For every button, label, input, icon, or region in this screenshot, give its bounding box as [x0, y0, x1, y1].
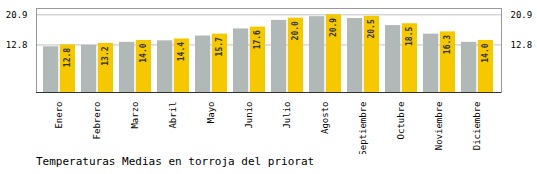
- svg-text:Noviembre: Noviembre: [434, 102, 444, 151]
- svg-text:20.9: 20.9: [6, 10, 28, 20]
- svg-text:Enero: Enero: [54, 102, 64, 129]
- svg-text:Diciembre: Diciembre: [472, 102, 482, 151]
- html-text:Temperaturas Medias en torroja: Temperaturas Medias en torroja del prior…: [36, 155, 315, 168]
- svg-text:14.0: 14.0: [139, 43, 148, 62]
- svg-text:Agosto: Agosto: [320, 102, 330, 135]
- svg-text:20.0: 20.0: [291, 21, 300, 40]
- svg-text:13.2: 13.2: [101, 46, 110, 65]
- svg-text:20.9: 20.9: [329, 18, 338, 37]
- svg-text:14.4: 14.4: [177, 42, 186, 61]
- svg-text:Septiembre: Septiembre: [358, 102, 368, 155]
- svg-text:12.8: 12.8: [511, 40, 533, 50]
- svg-text:Junio: Junio: [244, 102, 254, 129]
- svg-text:14.0: 14.0: [481, 43, 490, 62]
- svg-text:Abril: Abril: [168, 102, 178, 129]
- svg-text:18.5: 18.5: [405, 27, 414, 46]
- svg-text:Octubre: Octubre: [396, 102, 406, 140]
- svg-text:17.6: 17.6: [253, 30, 262, 49]
- svg-text:12.8: 12.8: [63, 48, 72, 67]
- svg-text:20.5: 20.5: [367, 19, 376, 38]
- svg-text:Marzo: Marzo: [130, 102, 140, 129]
- svg-text:Febrero: Febrero: [92, 102, 102, 140]
- svg-text:Julio: Julio: [282, 102, 292, 129]
- svg-text:15.7: 15.7: [215, 37, 224, 56]
- svg-text:16.3: 16.3: [443, 35, 452, 54]
- svg-text:12.8: 12.8: [6, 40, 28, 50]
- svg-text:Mayo: Mayo: [206, 102, 216, 124]
- svg-text:20.9: 20.9: [511, 10, 533, 20]
